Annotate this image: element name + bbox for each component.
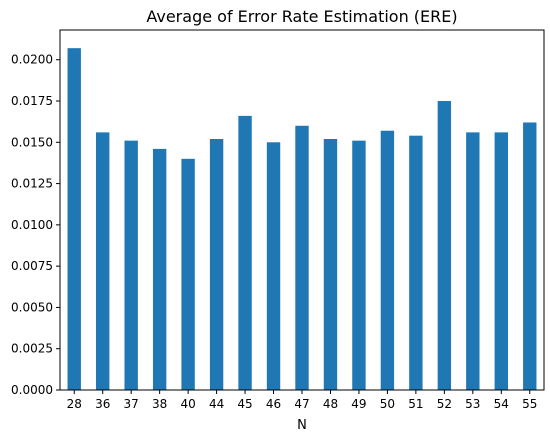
x-tick-label: 40 xyxy=(180,397,195,411)
bar-46 xyxy=(266,142,281,390)
y-tick-label: 0.0200 xyxy=(11,53,53,67)
x-tick-label: 50 xyxy=(380,397,395,411)
x-tick-label: 28 xyxy=(67,397,82,411)
y-tick-label: 0.0100 xyxy=(11,218,53,232)
y-tick-label: 0.0075 xyxy=(11,259,53,273)
x-tick-label: 46 xyxy=(266,397,281,411)
bar-49 xyxy=(352,140,366,390)
bar-51 xyxy=(409,135,423,390)
x-tick-label: 38 xyxy=(152,397,167,411)
x-tick-label: 55 xyxy=(522,397,537,411)
x-tick-label: 48 xyxy=(323,397,338,411)
x-tick-label: 47 xyxy=(294,397,309,411)
y-tick-label: 0.0125 xyxy=(11,177,53,191)
x-tick-label: 52 xyxy=(437,397,452,411)
bar-47 xyxy=(295,125,309,390)
y-tick-label: 0.0000 xyxy=(11,383,53,397)
chart-title: Average of Error Rate Estimation (ERE) xyxy=(146,7,457,26)
x-axis-label: N xyxy=(297,418,307,433)
bar-48 xyxy=(323,138,338,390)
bar-54 xyxy=(494,132,508,390)
y-tick-label: 0.0050 xyxy=(11,300,53,314)
y-tick-label: 0.0025 xyxy=(11,342,53,356)
bar-36 xyxy=(96,132,110,390)
x-tick-label: 37 xyxy=(124,397,139,411)
x-tick-label: 44 xyxy=(209,397,224,411)
bar-28 xyxy=(67,48,81,391)
y-tick-label: 0.0175 xyxy=(11,94,53,108)
x-tick-label: 45 xyxy=(237,397,252,411)
bar-50 xyxy=(380,130,395,390)
x-tick-label: 54 xyxy=(494,397,509,411)
plot-frame xyxy=(59,29,545,391)
bar-55 xyxy=(523,122,537,391)
x-tick-label: 49 xyxy=(351,397,366,411)
y-axis: 0.0000 0.0025 0.0050 0.0075 0.0100 0.0125 0.01… xyxy=(11,53,60,397)
bar-52 xyxy=(437,101,452,391)
x-axis: 28 36 37 38 40 44 45 46 47 48 49 50 51 52 53 54 55 xyxy=(67,390,537,411)
bar-53 xyxy=(466,132,480,390)
bar-40 xyxy=(181,158,195,390)
bar-44 xyxy=(209,138,224,390)
bars xyxy=(67,48,537,391)
x-tick-label: 53 xyxy=(465,397,480,411)
bar-37 xyxy=(124,140,138,390)
y-tick-label: 0.0150 xyxy=(11,135,53,149)
bar-38 xyxy=(152,148,167,390)
x-tick-label: 36 xyxy=(95,397,110,411)
x-tick-label: 51 xyxy=(408,397,423,411)
bar-45 xyxy=(238,115,252,391)
